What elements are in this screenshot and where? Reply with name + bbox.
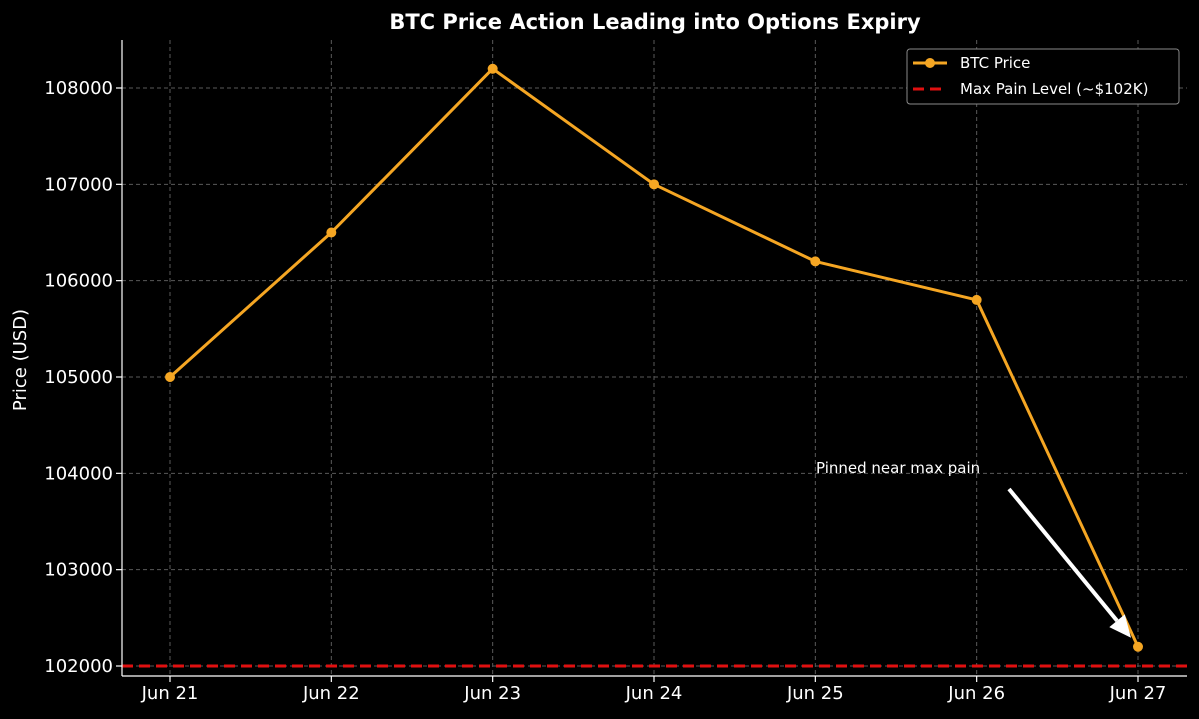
chart-title: BTC Price Action Leading into Options Ex… [389,10,921,34]
x-tick-label: Jun 27 [1109,683,1167,704]
annotation-arrow-shaft [1007,487,1119,622]
btc-price-point [165,372,175,382]
x-tick-label: Jun 22 [302,683,360,704]
y-tick-label: 108000 [44,78,113,99]
annotation-arrow-head [1109,614,1131,638]
y-axis-label: Price (USD) [10,309,31,411]
x-tick-label: Jun 25 [786,683,844,704]
legend-label-max-pain: Max Pain Level (~$102K) [960,80,1148,98]
annotations: Pinned near max pain [816,459,1131,638]
btc-price-point [810,256,821,267]
x-tick-label: Jun 24 [625,683,683,704]
y-tick-label: 107000 [44,174,113,195]
btc-price-point [1133,641,1143,652]
annotation-text: Pinned near max pain [816,459,980,477]
grid [122,40,1187,676]
btc-price-point [649,179,659,190]
y-tick-label: 103000 [44,560,113,581]
x-tick-label: Jun 26 [947,683,1005,704]
legend-marker-btc-price [925,58,935,68]
legend-label-btc-price: BTC Price [960,54,1030,72]
y-tick-label: 106000 [44,271,113,292]
btc-price-point [971,294,982,305]
btc-price-point [487,63,498,74]
axes: 102000 103000 104000 105000 106000 107000 1080… [44,40,1187,704]
y-tick-label: 105000 [44,367,113,388]
legend-box [906,48,1180,105]
legend: BTC Price Max Pain Level (~$102K) [906,48,1180,105]
series-layer [165,63,1143,652]
x-tick-label: Jun 23 [463,683,521,704]
btc-price-point [326,227,337,238]
y-tick-label: 104000 [44,463,113,484]
x-tick-label: Jun 21 [141,683,199,704]
y-tick-label: 102000 [44,656,113,677]
